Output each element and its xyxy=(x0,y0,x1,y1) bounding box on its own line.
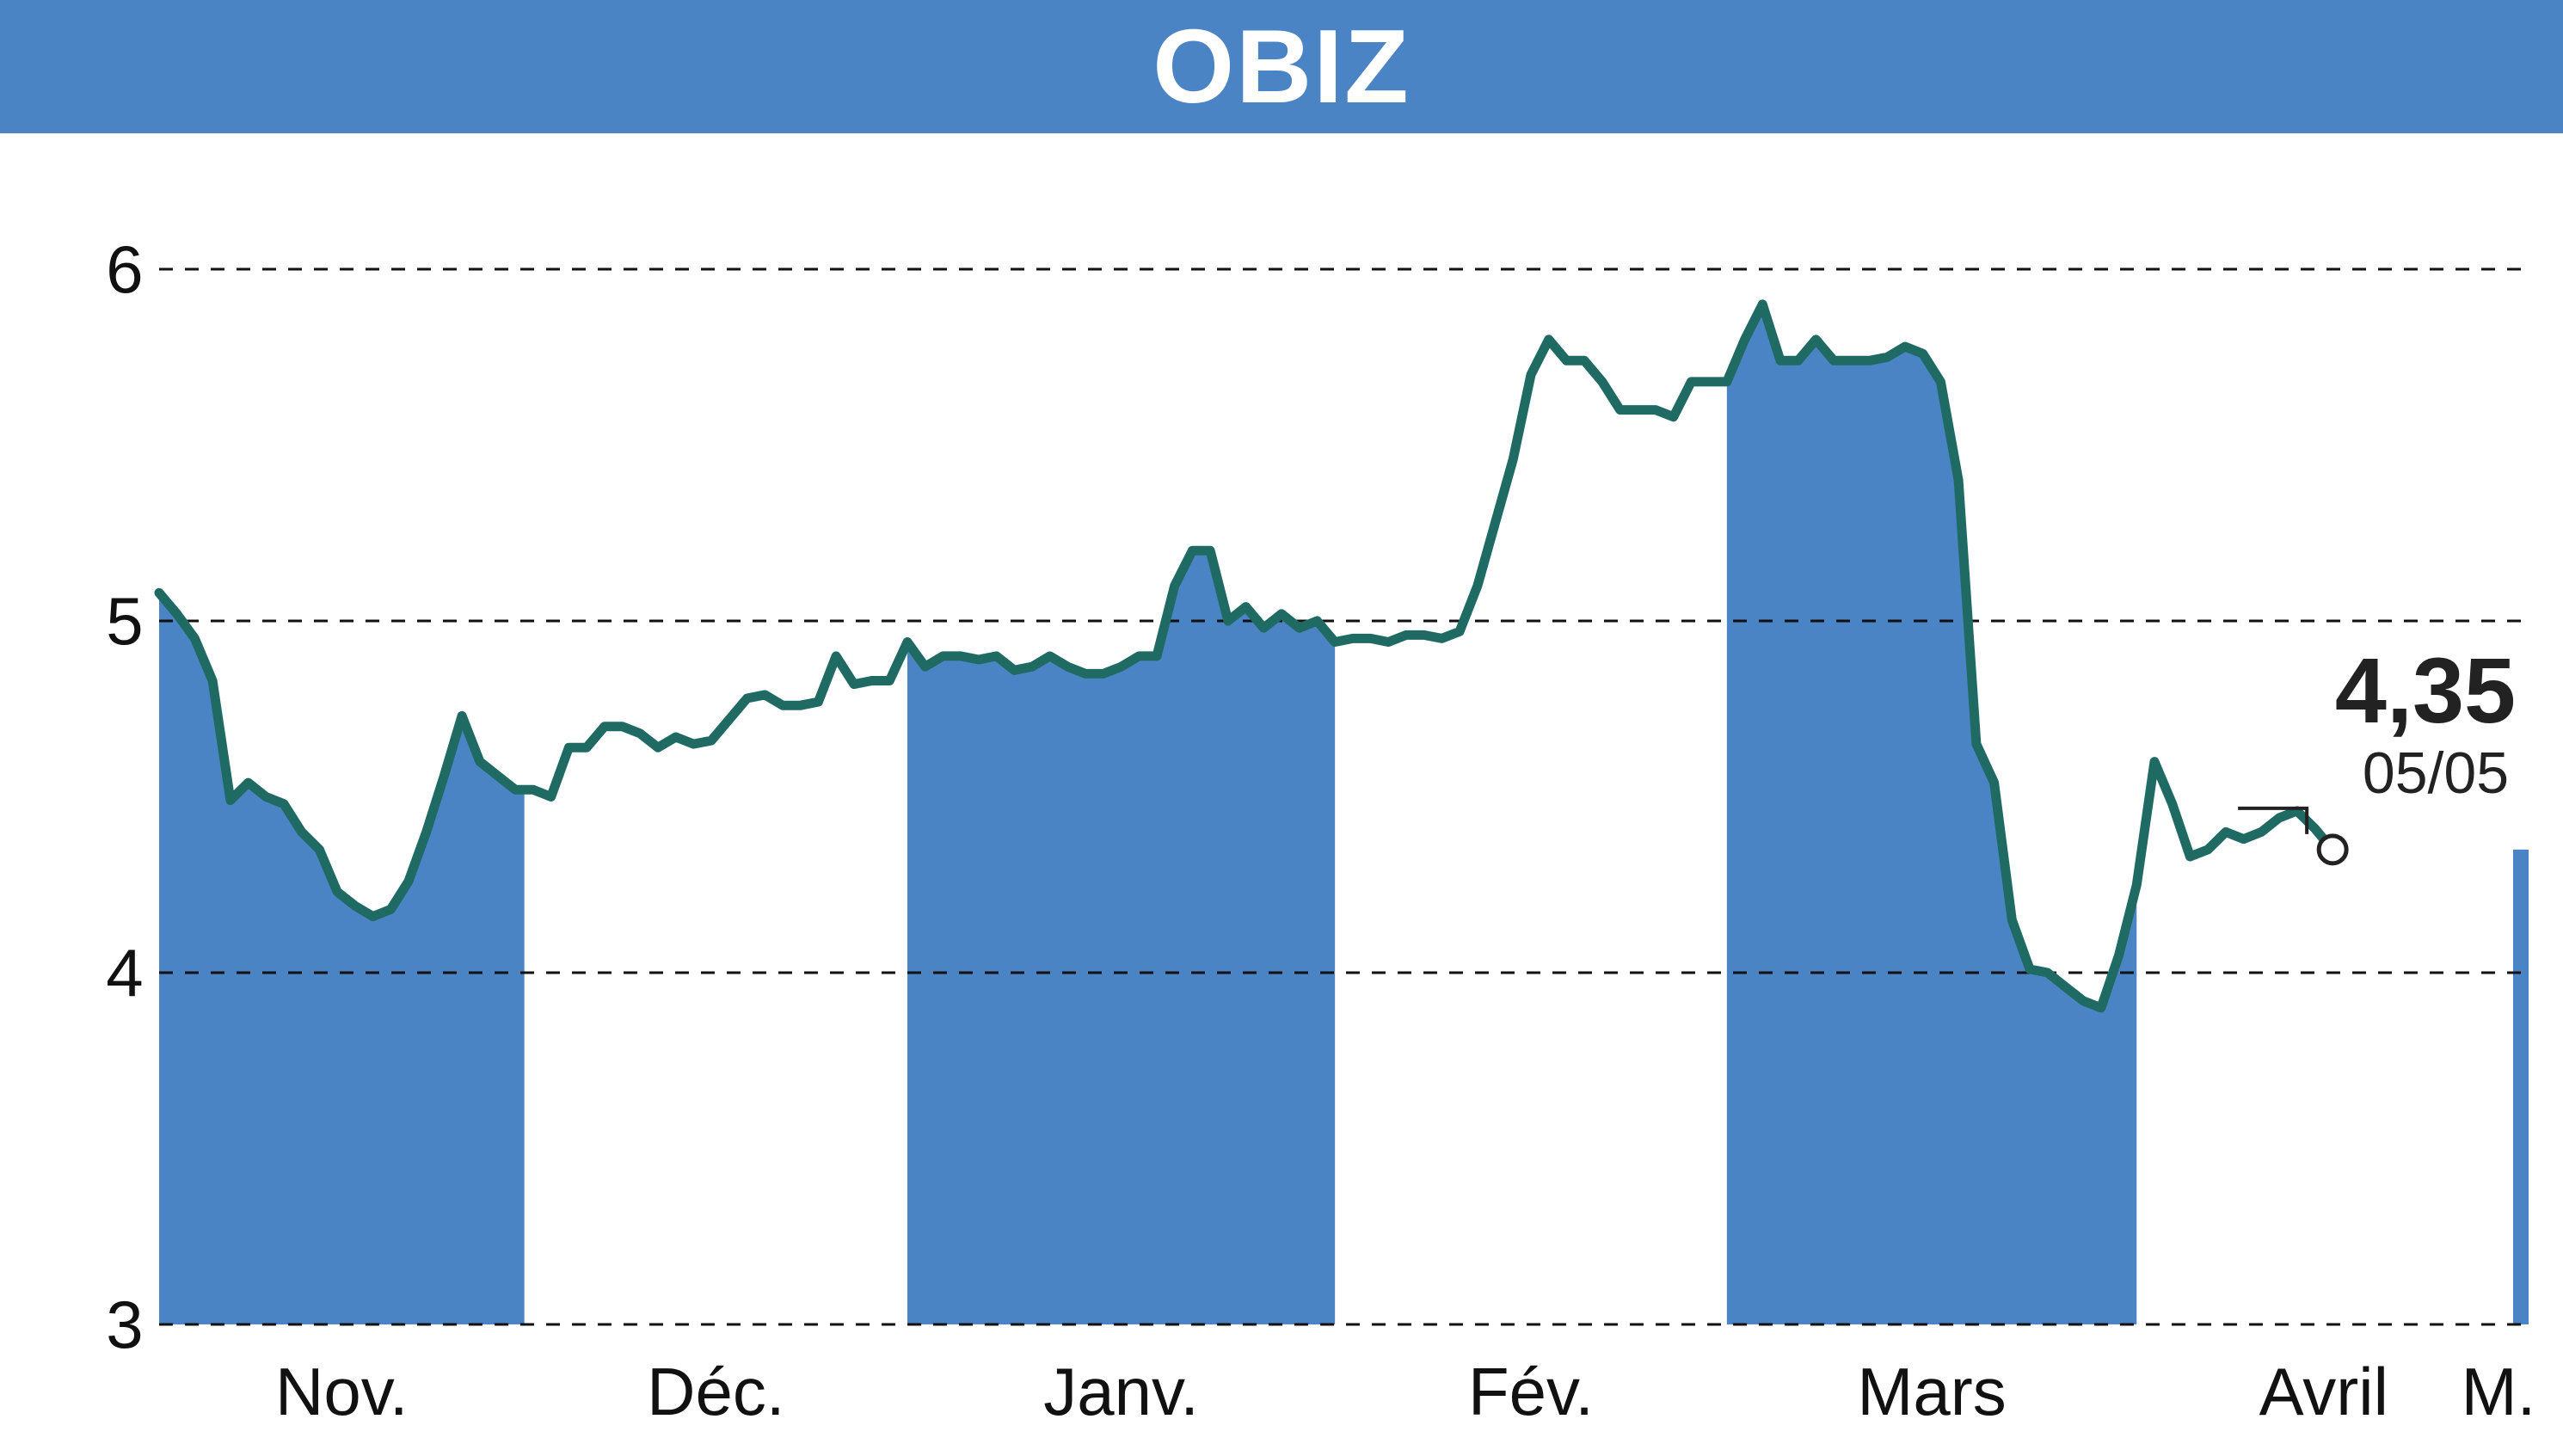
month-band-6 xyxy=(2513,849,2529,1324)
last-date-label: 05/05 xyxy=(2363,740,2509,806)
y-tick-label: 3 xyxy=(106,1287,143,1362)
x-tick-label: Nov. xyxy=(275,1354,409,1429)
month-band-4 xyxy=(1726,304,2137,1324)
month-band-0 xyxy=(159,593,525,1324)
price-line xyxy=(154,299,2338,1013)
chart-header-bar: OBIZ xyxy=(0,0,2563,133)
x-tick-label: Avril xyxy=(2259,1354,2388,1429)
y-tick-label: 6 xyxy=(106,231,143,307)
last-point-marker xyxy=(2316,833,2349,866)
chart-title: OBIZ xyxy=(1152,8,1411,125)
x-tick-label: Janv. xyxy=(1043,1354,1199,1429)
x-tick-label: M. xyxy=(2462,1354,2536,1429)
x-tick-label: Mars xyxy=(1857,1354,2006,1429)
y-tick-label: 4 xyxy=(106,935,143,1011)
x-tick-label: Déc. xyxy=(647,1354,784,1429)
month-band-2 xyxy=(907,550,1336,1324)
x-tick-label: Fév. xyxy=(1468,1354,1594,1429)
y-tick-label: 5 xyxy=(106,583,143,659)
annotation-leader xyxy=(2238,806,2309,834)
last-value-label: 4,35 xyxy=(2335,638,2516,742)
